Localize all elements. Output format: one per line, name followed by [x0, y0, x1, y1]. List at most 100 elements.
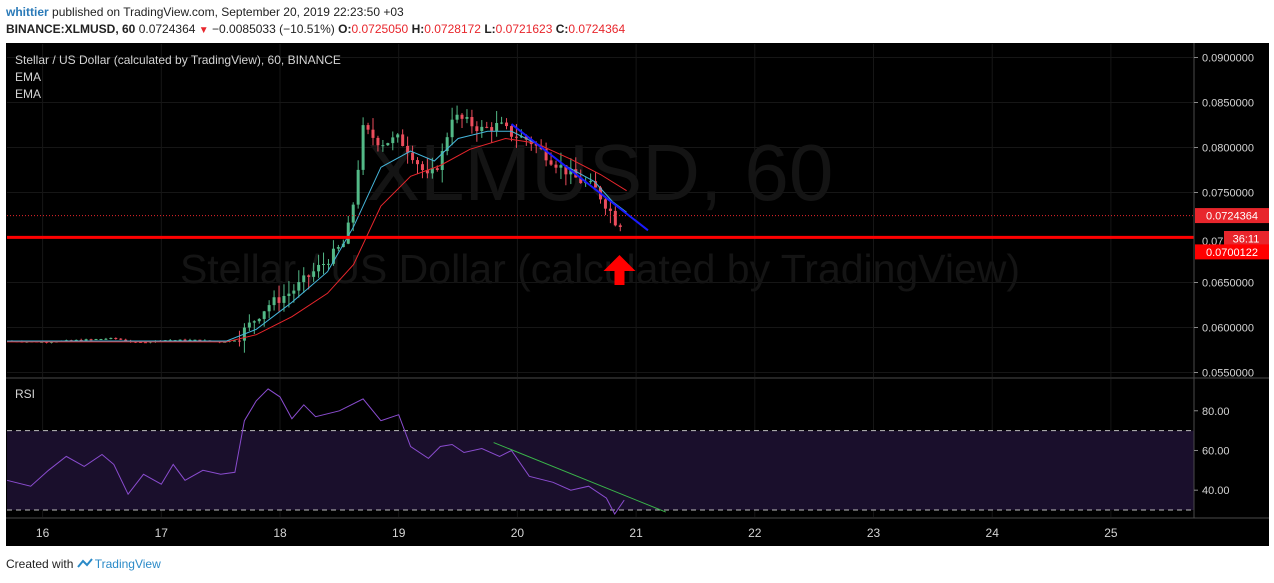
level-badge: 0.0700122 [1195, 244, 1269, 260]
candle-body [94, 339, 98, 341]
last-price-badge: 0.0724364 [1195, 208, 1269, 224]
rsi-tick-label: 80.00 [1202, 406, 1230, 418]
candle-body [302, 275, 306, 283]
candle-body [297, 282, 301, 291]
created-with-text: Created with [6, 557, 74, 571]
ema-label-2[interactable]: EMA [15, 87, 41, 101]
candle-body [247, 322, 251, 328]
candle-body [84, 339, 88, 341]
footer: Created with TradingView [6, 557, 161, 571]
candle-body [465, 117, 469, 119]
candle-body [519, 136, 523, 138]
rsi-trendline[interactable] [493, 442, 666, 513]
time-tick-label: 22 [748, 526, 762, 540]
candle-body [505, 122, 509, 127]
candle-body [257, 318, 261, 322]
published-text: published on TradingView.com, September … [52, 5, 404, 19]
candle-body [594, 181, 598, 188]
candle-body [579, 177, 583, 184]
candle-body [74, 339, 78, 341]
candle-body [183, 339, 187, 341]
candle-body [79, 339, 83, 341]
countdown-badge: 36:11 [1224, 231, 1269, 246]
candle-body [351, 204, 355, 223]
candle-body [386, 143, 390, 146]
candle-body [480, 126, 484, 132]
candle-body [272, 297, 276, 306]
candle-body [445, 137, 449, 152]
author-link[interactable]: whittier [6, 5, 49, 19]
candle-body [475, 126, 479, 132]
rsi-tick-label: 60.00 [1202, 445, 1230, 457]
rsi-axis[interactable]: 80.00 60.00 40.00 [1194, 406, 1230, 497]
candle-body [193, 339, 197, 341]
candle-body [336, 247, 340, 249]
candle-body [237, 340, 241, 342]
candle-body [346, 222, 350, 244]
high-label: H: [411, 22, 425, 36]
time-tick-label: 24 [986, 526, 1000, 540]
ema-label-1[interactable]: EMA [15, 70, 41, 84]
tradingview-link[interactable]: TradingView [94, 557, 161, 571]
price-axis[interactable]: 0.0900000 0.0850000 0.0800000 0.0750000 0.06… [1194, 53, 1254, 380]
grid-lines [7, 44, 1194, 517]
candle-body [401, 134, 405, 146]
candle-body [490, 127, 494, 131]
candle-body [396, 134, 400, 138]
candle-body [287, 293, 291, 297]
candle-body [262, 311, 266, 319]
candle-body [435, 168, 439, 170]
price-tick-label: 0.0600000 [1202, 323, 1254, 335]
rsi-tick-label: 40.00 [1202, 485, 1230, 497]
candle-body [381, 145, 385, 147]
candle-body [326, 263, 330, 265]
candle-body [425, 170, 429, 174]
level-label: 0.0700122 [1206, 247, 1258, 259]
time-axis[interactable]: 16 17 18 19 20 21 22 23 24 25 [36, 526, 1118, 540]
time-tick-label: 16 [36, 526, 50, 540]
time-tick-label: 25 [1104, 526, 1118, 540]
candle-body [391, 137, 395, 144]
last-price-label: 0.0724364 [1206, 211, 1258, 223]
candle-body [485, 126, 489, 128]
chart-title: Stellar / US Dollar (calculated by Tradi… [15, 53, 341, 67]
ema-slow-line [7, 137, 627, 343]
candle-body [495, 123, 499, 131]
time-tick-label: 19 [392, 526, 406, 540]
candle-body [143, 342, 147, 344]
candle-body [534, 144, 538, 146]
high-value: 0.0728172 [424, 22, 481, 36]
time-tick-label: 23 [867, 526, 881, 540]
rsi-line [6, 388, 625, 515]
candle-body [500, 122, 504, 124]
candle-body [119, 338, 123, 340]
candle-body [554, 164, 558, 168]
ema-fast-line [7, 130, 627, 342]
time-tick-label: 17 [155, 526, 169, 540]
candle-body [252, 321, 256, 323]
low-value: 0.0721623 [495, 22, 553, 36]
candle-body [544, 148, 548, 161]
price-trendline[interactable] [510, 123, 649, 232]
candle-body [420, 164, 424, 171]
rsi-label[interactable]: RSI [15, 387, 35, 401]
close-label: C: [555, 22, 569, 36]
price-tick-label: 0.0900000 [1202, 53, 1254, 65]
candle-body [589, 181, 593, 183]
candle-body [514, 136, 518, 138]
candle-body [139, 341, 143, 343]
candle-body [277, 297, 281, 303]
watermark-symbol: XLMUSD, 60 [367, 128, 834, 217]
publish-info: whittier published on TradingView.com, S… [6, 5, 404, 19]
arrow-up-icon[interactable] [603, 255, 636, 285]
candle-body [603, 199, 607, 209]
candle-body [460, 114, 464, 119]
candle-body [529, 139, 533, 145]
open-value: 0.0725050 [351, 22, 409, 36]
time-tick-label: 21 [629, 526, 643, 540]
tradingview-logo-icon [76, 558, 95, 569]
watermark-name: Stellar / US Dollar (calculated by Tradi… [180, 246, 1020, 292]
candle-body [124, 339, 128, 341]
candle-body [569, 169, 573, 175]
